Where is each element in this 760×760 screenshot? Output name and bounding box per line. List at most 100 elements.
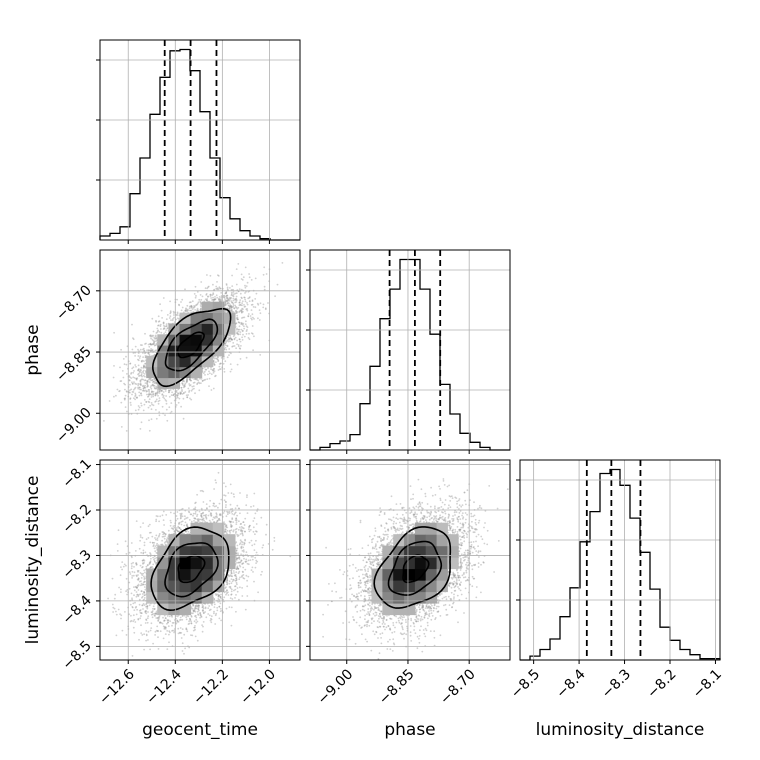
sample-point — [253, 335, 255, 338]
sample-point — [229, 334, 232, 337]
sample-point — [140, 360, 143, 363]
sample-point — [180, 309, 183, 312]
sample-point — [128, 374, 131, 377]
sample-point — [240, 553, 243, 556]
sample-point — [205, 517, 208, 520]
sample-point — [153, 558, 155, 561]
sample-point — [265, 533, 267, 536]
sample-point — [155, 538, 157, 541]
sample-point — [163, 537, 166, 540]
sample-point — [262, 273, 265, 276]
sample-point — [240, 273, 243, 276]
sample-point — [157, 391, 159, 394]
sample-point — [120, 588, 122, 591]
sample-point — [212, 502, 215, 505]
sample-point — [163, 619, 166, 622]
sample-point — [146, 617, 149, 620]
sample-point — [232, 345, 235, 347]
sample-point — [181, 615, 184, 617]
sample-point — [177, 627, 180, 630]
sample-point — [155, 400, 157, 402]
sample-point — [138, 350, 140, 352]
sample-point — [155, 332, 158, 334]
sample-point — [232, 288, 235, 291]
sample-point — [184, 309, 187, 312]
sample-point — [193, 626, 196, 629]
sample-point — [125, 363, 128, 366]
sample-point — [143, 594, 146, 596]
sample-point — [161, 405, 164, 408]
sample-point — [145, 639, 148, 642]
sample-point — [247, 559, 250, 562]
sample-point — [130, 562, 133, 565]
sample-point — [139, 383, 141, 386]
sample-point — [142, 409, 145, 412]
sample-point — [213, 368, 216, 370]
sample-point — [163, 397, 166, 400]
sample-point — [239, 533, 242, 535]
sample-point — [235, 292, 238, 295]
sample-point — [241, 595, 244, 597]
sample-point — [235, 268, 238, 270]
sample-point — [148, 523, 151, 526]
sample-point — [187, 387, 190, 390]
sample-point — [128, 379, 131, 382]
sample-point — [176, 395, 179, 398]
sample-point — [246, 579, 249, 582]
sample-point — [245, 558, 248, 561]
sample-point — [134, 364, 137, 366]
sample-point — [147, 611, 149, 613]
sample-point — [181, 628, 184, 630]
sample-point — [238, 543, 241, 546]
sample-point — [143, 366, 146, 369]
sample-point — [111, 577, 114, 580]
sample-point — [160, 389, 163, 392]
sample-point — [237, 568, 240, 570]
sample-point — [215, 287, 218, 290]
sample-point — [143, 598, 146, 601]
sample-point — [257, 303, 260, 306]
sample-point — [197, 520, 200, 523]
sample-point — [144, 571, 146, 574]
sample-point — [139, 534, 142, 536]
sample-point — [196, 382, 199, 385]
sample-point — [168, 641, 170, 644]
sample-point — [152, 342, 155, 345]
sample-point — [138, 372, 140, 375]
sample-point — [144, 379, 146, 382]
sample-point — [173, 312, 175, 314]
sample-point — [214, 298, 217, 301]
sample-point — [207, 607, 210, 609]
sample-point — [130, 567, 133, 570]
sample-point — [241, 543, 244, 546]
sample-point — [144, 588, 147, 591]
sample-point — [241, 329, 244, 332]
sample-point — [241, 550, 244, 552]
sample-point — [252, 306, 255, 308]
sample-point — [190, 615, 193, 618]
sample-point — [193, 378, 196, 380]
sample-point — [129, 389, 131, 392]
sample-point — [166, 537, 169, 539]
sample-point — [156, 537, 159, 540]
sample-point — [250, 304, 253, 306]
sample-point — [254, 298, 257, 300]
sample-point — [205, 293, 208, 295]
sample-point — [153, 607, 156, 610]
sample-point — [119, 390, 121, 392]
sample-point — [235, 317, 238, 319]
sample-point — [217, 506, 219, 509]
sample-point — [233, 307, 236, 310]
sample-point — [139, 380, 142, 383]
sample-point — [229, 370, 232, 373]
sample-point — [238, 321, 240, 324]
sample-point — [231, 580, 234, 583]
sample-point — [230, 529, 233, 532]
sample-point — [151, 403, 154, 406]
sample-point — [211, 518, 214, 521]
sample-point — [142, 365, 145, 368]
sample-point — [231, 294, 234, 297]
sample-point — [133, 370, 135, 372]
sample-point — [155, 340, 158, 342]
sample-point — [227, 594, 230, 596]
